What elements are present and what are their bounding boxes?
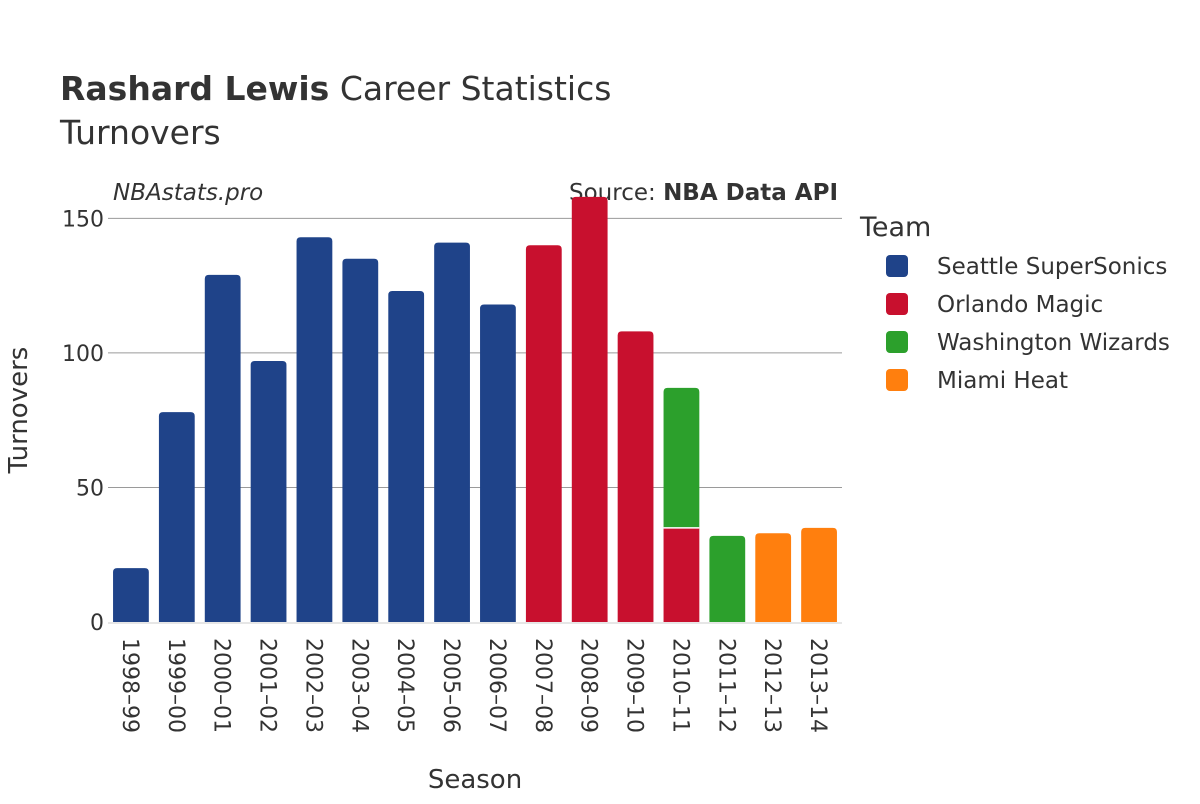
bar-segment [204, 274, 241, 622]
chart-title: Rashard Lewis Career Statistics [60, 69, 611, 108]
y-axis-label: Turnovers [4, 347, 34, 475]
bar-segment [571, 196, 608, 622]
bar-segment [663, 527, 700, 622]
x-tick-label: 2000–01 [209, 638, 234, 733]
legend: Seattle SuperSonics Orlando Magic Washingt… [886, 254, 1170, 394]
bar-segment [342, 258, 379, 622]
bar-segment [388, 291, 425, 622]
legend-swatch [886, 369, 908, 391]
bar-segment [525, 245, 562, 623]
legend-item: Orlando Magic [886, 292, 1103, 318]
y-ticks: 0 50 100 150 [62, 207, 104, 636]
x-tick-label: 1999–00 [163, 638, 188, 733]
legend-swatch [886, 293, 908, 315]
x-ticks: 1998–99 1999–00 2000–01 2001–02 2002–03 2003–… [117, 638, 830, 733]
legend-title: Team [859, 212, 931, 243]
legend-label: Miami Heat [937, 368, 1068, 394]
legend-label: Washington Wizards [937, 330, 1170, 356]
x-tick-label: 2007–08 [530, 638, 555, 733]
bar-segment [480, 304, 516, 622]
legend-swatch [886, 255, 908, 277]
title-rest: Career Statistics [329, 69, 611, 108]
x-tick-label: 2010–11 [667, 638, 692, 733]
x-tick-label: 2006–07 [484, 638, 509, 733]
y-tick-label: 50 [76, 476, 104, 501]
bar-segment [801, 527, 837, 622]
bar-segment [158, 412, 195, 622]
bars [113, 196, 837, 623]
bar-segment [663, 387, 700, 528]
y-tick-label: 100 [62, 342, 104, 367]
bar-segment [250, 360, 287, 622]
legend-label: Orlando Magic [937, 292, 1103, 318]
x-tick-label: 2009–10 [622, 638, 647, 733]
bar-segment [113, 568, 149, 622]
x-tick-label: 2001–02 [255, 638, 280, 733]
y-tick-label: 0 [90, 611, 104, 636]
source-label: Source: NBA Data API [569, 180, 838, 206]
watermark: NBAstats.pro [113, 180, 263, 206]
x-tick-label: 2002–03 [300, 638, 325, 733]
bar-segment [296, 237, 333, 622]
x-tick-label: 2005–06 [438, 638, 463, 733]
x-tick-label: 2011–12 [713, 638, 738, 733]
x-tick-label: 2004–05 [392, 638, 417, 733]
legend-item: Seattle SuperSonics [886, 254, 1167, 280]
y-tick-label: 150 [62, 207, 104, 232]
bar-segment [617, 331, 654, 622]
source-name: NBA Data API [663, 180, 838, 206]
chart-subtitle: Turnovers [59, 113, 221, 152]
legend-item: Washington Wizards [886, 330, 1170, 356]
bar-segment [434, 242, 470, 622]
legend-label: Seattle SuperSonics [937, 254, 1167, 280]
title-bold: Rashard Lewis [60, 69, 329, 108]
legend-swatch [886, 331, 908, 353]
legend-item: Miami Heat [886, 368, 1068, 394]
bar-segment [755, 533, 792, 622]
x-tick-label: 2003–04 [346, 638, 371, 733]
x-tick-label: 2008–09 [576, 638, 601, 733]
x-tick-label: 2013–14 [805, 638, 830, 733]
x-axis-label: Season [428, 765, 522, 795]
x-tick-label: 1998–99 [117, 638, 142, 733]
x-tick-label: 2012–13 [759, 638, 784, 733]
bar-segment [709, 535, 746, 622]
